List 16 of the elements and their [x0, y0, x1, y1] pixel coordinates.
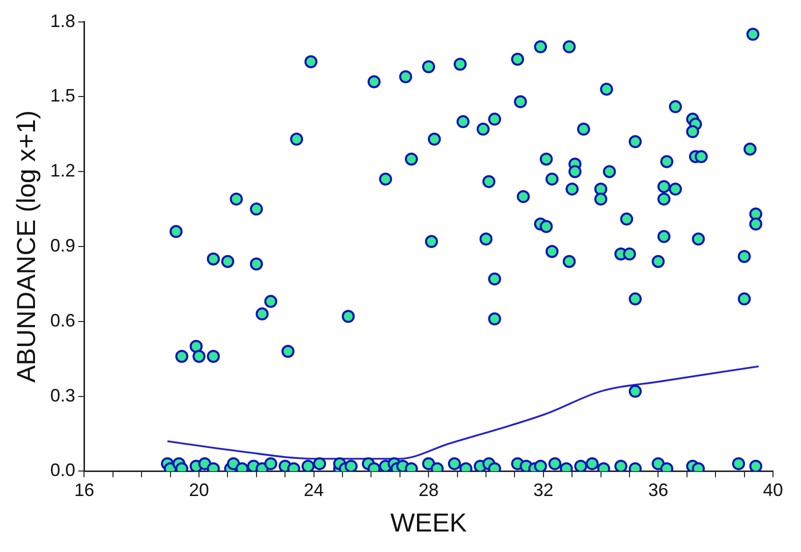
x-tick-label: 20 [189, 480, 210, 500]
y-tick-label: 0.0 [50, 460, 76, 480]
y-axis-title: ABUNDANCE (log x+1) [10, 110, 41, 383]
y-tick-label: 0.9 [50, 235, 76, 256]
y-tick-label: 1.8 [50, 10, 76, 31]
y-tick-label: 1.2 [50, 160, 76, 181]
x-tick-label: 16 [74, 480, 94, 500]
x-tick-label: 32 [533, 480, 554, 500]
x-tick-label: 36 [648, 480, 668, 500]
x-tick-label: 40 [762, 480, 784, 500]
x-axis-title: WEEK [390, 508, 468, 538]
x-tick-label: 24 [304, 480, 324, 500]
y-tick-label: 0.3 [50, 385, 76, 406]
y-tick-label: 0.6 [50, 310, 76, 330]
x-tick-label: 28 [418, 480, 439, 500]
y-tick-label: 1.5 [50, 86, 76, 106]
